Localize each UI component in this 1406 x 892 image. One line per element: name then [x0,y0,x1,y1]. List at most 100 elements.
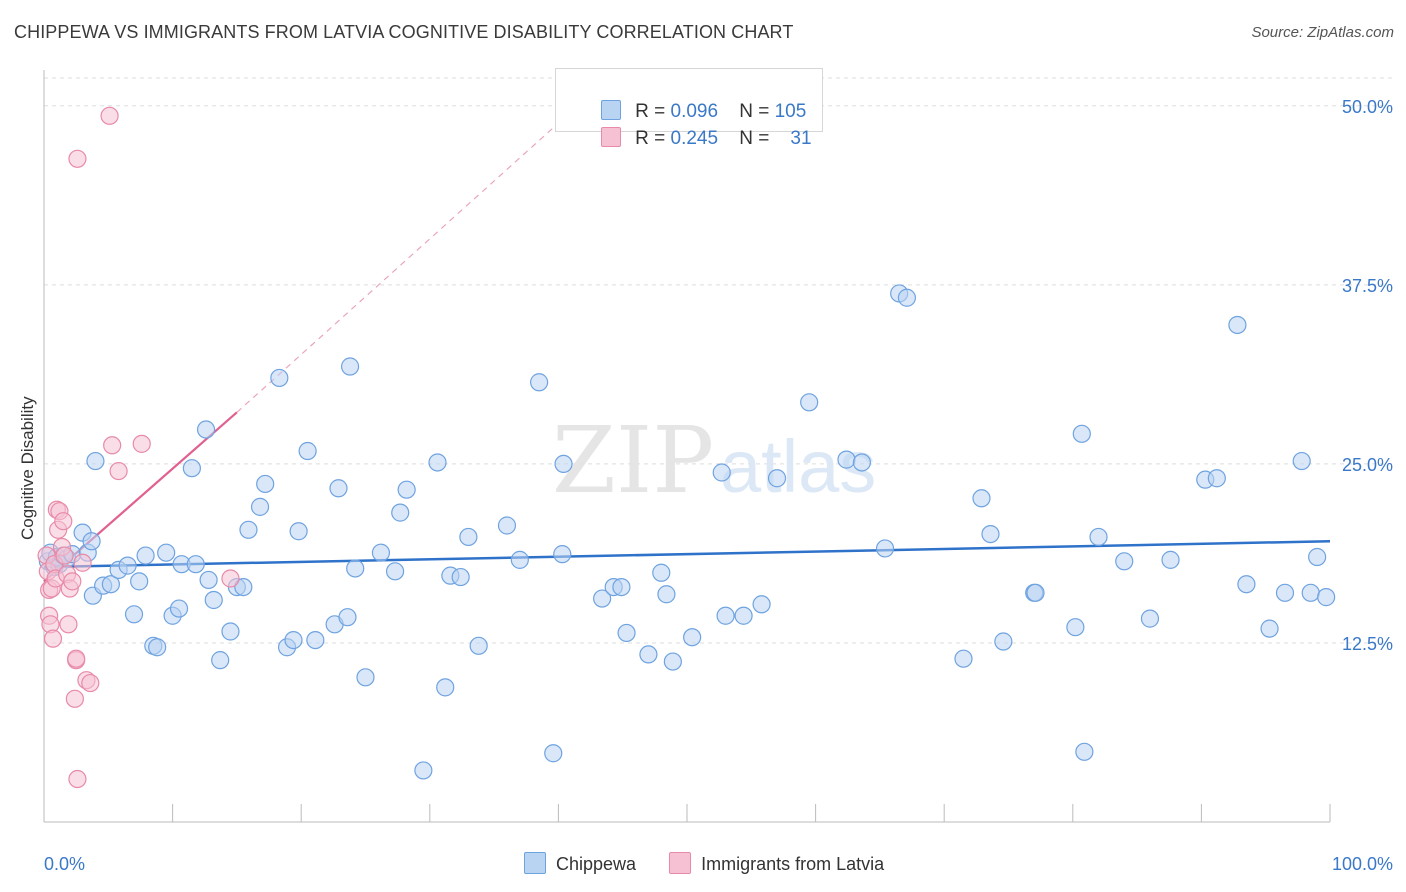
point-latvia [73,553,92,572]
point-chippewa [1140,609,1160,628]
source-credit: Source: ZipAtlas.com [1251,24,1394,41]
n-value: 31 [790,128,812,149]
point-chippewa [593,589,612,608]
point-chippewa [451,567,470,587]
point-chippewa [544,744,563,763]
point-latvia [54,512,73,531]
point-chippewa [981,524,1000,544]
axes [43,70,1331,823]
point-chippewa [530,373,549,392]
point-chippewa [683,628,702,647]
point-chippewa [852,453,871,472]
point-chippewa [716,606,735,625]
r-value: 0.096 [670,101,719,122]
grid-lines [44,77,1392,644]
legend-item-latvia: Immigrants from Latvia [669,852,884,875]
point-chippewa [340,357,360,376]
r-label: R = [635,128,666,149]
point-chippewa [1115,552,1134,571]
point-latvia [109,461,128,481]
point-chippewa [510,550,529,569]
point-chippewa [356,668,375,687]
point-chippewa [657,585,676,604]
point-chippewa [1237,575,1256,594]
point-chippewa [199,570,218,590]
legend-swatch-chippewa [524,852,546,874]
point-chippewa [239,520,258,539]
legend-label: Chippewa [556,854,637,874]
x-tick-label: 100.0% [1332,854,1393,874]
r-label: R = [635,101,666,122]
tick-labels: 12.5% 25.0% 37.5% 50.0% 0.0% 100.0% [44,97,1393,874]
point-latvia [68,149,87,168]
point-chippewa [875,539,895,558]
point-chippewa [414,761,433,780]
point-chippewa [436,678,455,697]
n-value: 105 [774,101,807,122]
point-chippewa [800,393,819,412]
y-axis-label: Cognitive Disability [18,396,37,540]
point-chippewa [204,590,223,610]
point-chippewa [837,450,856,469]
point-chippewa [338,608,357,627]
point-chippewa [234,577,253,597]
trend-line-chippewa [43,540,1331,569]
legend-swatch-latvia [601,127,622,147]
point-latvia [103,436,122,455]
point-chippewa [136,546,155,565]
point-chippewa [612,577,631,597]
point-chippewa [1161,550,1180,569]
point-chippewa [639,645,658,664]
point-chippewa [459,527,478,547]
point-chippewa [1292,451,1311,471]
y-tick-label: 37.5% [1342,276,1393,296]
point-chippewa [289,522,308,541]
point-chippewa [329,479,348,498]
point-chippewa [1207,469,1226,488]
point-chippewa [385,562,405,581]
point-chippewa [617,623,636,643]
point-chippewa [186,555,205,574]
point-latvia [221,569,240,588]
n-label: N = [739,101,770,122]
point-chippewa [371,543,391,562]
point-chippewa [256,474,275,494]
y-tick-label: 50.0% [1342,97,1393,117]
point-chippewa [270,368,289,388]
data-points [37,106,1336,789]
n-label: N = [739,128,770,149]
point-chippewa [897,288,917,307]
point-chippewa [1066,618,1085,637]
legend-item-chippewa: Chippewa [524,852,636,875]
point-chippewa [124,605,144,624]
point-latvia [65,689,84,708]
legend-swatch-chippewa [601,100,622,120]
point-chippewa [1089,527,1108,547]
point-chippewa [397,480,416,499]
point-latvia [43,629,63,648]
point-chippewa [211,651,230,670]
point-chippewa [954,649,973,668]
point-chippewa [298,441,317,461]
point-chippewa [82,532,101,551]
point-chippewa [148,638,167,657]
point-chippewa [553,545,572,564]
point-chippewa [346,559,365,578]
point-chippewa [554,454,573,474]
r-value: 0.245 [670,128,719,149]
point-chippewa [994,632,1013,651]
point-chippewa [182,459,201,478]
point-latvia [63,572,82,591]
legend-label: Immigrants from Latvia [701,854,885,874]
point-chippewa [284,630,303,650]
point-chippewa [101,575,120,594]
point-chippewa [1308,547,1327,567]
point-chippewa [221,622,240,641]
chart-title: CHIPPEWA VS IMMIGRANTS FROM LATVIA COGNI… [14,22,794,42]
point-chippewa [1026,583,1045,602]
point-chippewa [469,636,488,655]
point-latvia [100,106,119,125]
point-chippewa [391,503,410,522]
point-chippewa [734,606,753,625]
